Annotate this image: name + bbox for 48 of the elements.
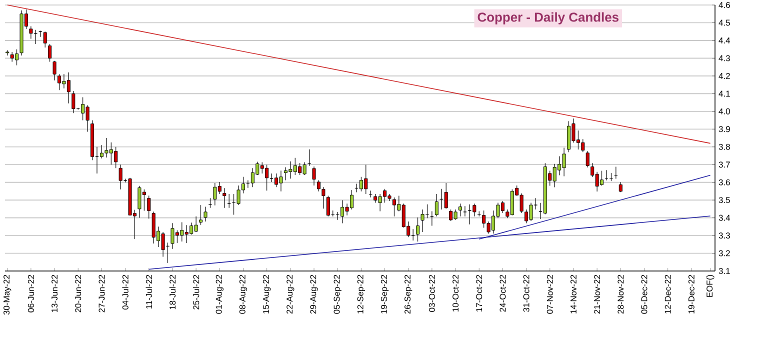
x-tick-label: 20-Jun-22 [75, 274, 82, 312]
x-tick-label: 07-Nov-22 [546, 274, 553, 314]
y-tick-label: 4.2 [718, 72, 730, 79]
x-tick-label: 12-Sep-22 [357, 274, 366, 314]
y-tick-label: 4.5 [718, 20, 730, 26]
x-tick-label: 24-Oct-22 [500, 274, 506, 312]
x-tick-label: 19-Sep-22 [380, 274, 389, 314]
x-tick-label: 15-Aug-22 [263, 274, 271, 314]
x-tick-label: 21-Nov-22 [594, 274, 600, 314]
x-tick-label: 25-Jul-22 [192, 274, 200, 310]
y-tick-label: 3.2 [718, 250, 730, 256]
x-tick-label: 14-Nov-22 [570, 274, 576, 314]
x-tick-label: 01-Aug-22 [216, 274, 224, 314]
x-tick-label: 04-Jul-22 [122, 274, 128, 310]
x-tick-label: 19-Dec-22 [688, 274, 694, 314]
x-tick-label: 05-Dec-22 [641, 274, 648, 314]
x-tick-label: 03-Oct-22 [428, 274, 435, 312]
x-tick-label: 26-Sep-22 [404, 274, 412, 314]
y-tick-label: 3.8 [718, 144, 730, 150]
y-tick-label: 3.4 [718, 214, 730, 221]
text: Copper - Daily Candles [478, 12, 619, 24]
y-tick-label: 3.6 [718, 179, 730, 186]
y-tick-label: 4.6 [718, 2, 730, 8]
x-tick-label: 30-May-22 [4, 274, 12, 315]
y-tick-label: 3.3 [718, 232, 730, 239]
x-tick-label: 27-Jun-22 [98, 274, 105, 312]
y-tick-label: 3.5 [718, 197, 730, 204]
y-tick-label: 4.1 [718, 90, 730, 97]
x-tick-label: 18-Jul-22 [169, 274, 176, 310]
y-tick-label: 4.4 [718, 38, 730, 44]
x-tick-label: 17-Oct-22 [476, 274, 482, 312]
x-tick-label: 06-Jun-22 [28, 274, 34, 312]
x-tick-label: 11-Jul-22 [146, 274, 152, 309]
x-tick-label: 13-Jun-22 [52, 274, 58, 312]
x-tick-label: 10-Oct-22 [452, 274, 459, 312]
y-tick-label: 3.7 [718, 162, 730, 168]
x-tick-label: 12-Dec-22 [664, 274, 671, 314]
x-tick-label: 22-Aug-22 [286, 274, 294, 314]
x-tick-label: 28-Nov-22 [618, 274, 624, 314]
y-tick-label: 4.3 [718, 55, 730, 62]
y-tick-label: 4.0 [718, 108, 730, 114]
x-tick-label: EOF() [706, 275, 714, 297]
x-tick-label: 29-Aug-22 [310, 274, 318, 314]
x-tick-label: 05-Sep-22 [334, 274, 342, 314]
y-tick-label: 3.1 [718, 268, 730, 274]
y-tick-label: 3.9 [718, 126, 730, 132]
x-tick-label: 08-Aug-22 [239, 274, 248, 314]
x-tick-label: 31-Oct-22 [523, 274, 530, 312]
